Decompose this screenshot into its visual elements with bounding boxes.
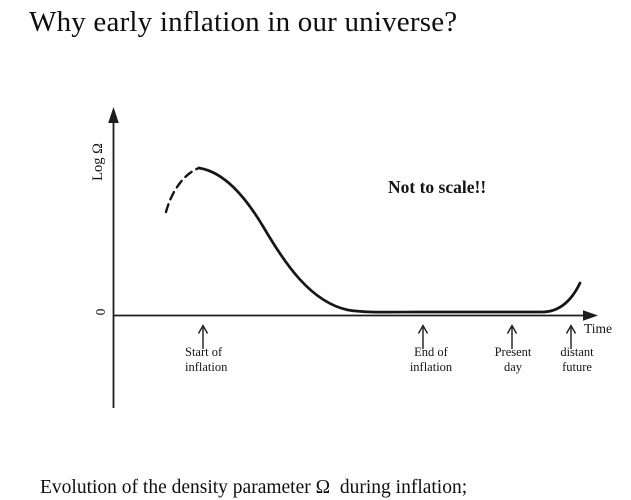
event-label-end-of-inflation: End of inflation: [386, 345, 476, 375]
not-to-scale-annotation: Not to scale!!: [388, 177, 487, 197]
y-axis-arrowhead: [108, 107, 119, 123]
omega-curve-dashed-segment: [164, 166, 201, 214]
event-label-distant-future: distant future: [532, 345, 622, 375]
x-axis: [113, 310, 598, 321]
caption-line-1: Evolution of the density parameter Ω dur…: [40, 477, 468, 499]
event-label-line: End of: [414, 345, 448, 359]
event-label-line: inflation: [409, 359, 453, 374]
y-axis-zero-label: 0: [93, 308, 108, 316]
event-label-line: Start of: [185, 345, 223, 359]
distant-future-arrow-icon: [565, 324, 577, 349]
figure-caption: Evolution of the density parameter Ω dur…: [40, 428, 467, 500]
present-day-arrow-icon: [506, 324, 518, 349]
event-label-line: Present: [494, 345, 532, 359]
event-label-line: distant: [560, 345, 594, 359]
slide-title: Why early inflation in our universe?: [29, 6, 458, 38]
event-label-start-of-inflation: Start of inflation: [185, 345, 257, 375]
event-label-line: day: [503, 359, 523, 374]
event-label-present-day: Present day: [468, 345, 558, 375]
y-axis-label: Log Ω: [90, 143, 106, 181]
end-of-inflation-arrow-icon: [417, 324, 429, 349]
event-label-line: future: [562, 359, 592, 374]
omega-curve-solid-segment: [197, 166, 582, 314]
x-axis-label: Time: [584, 321, 613, 336]
start-of-inflation-arrow-icon: [197, 324, 209, 349]
x-axis-arrowhead: [583, 310, 598, 321]
y-axis: [108, 107, 119, 408]
event-label-line: inflation: [185, 359, 228, 374]
